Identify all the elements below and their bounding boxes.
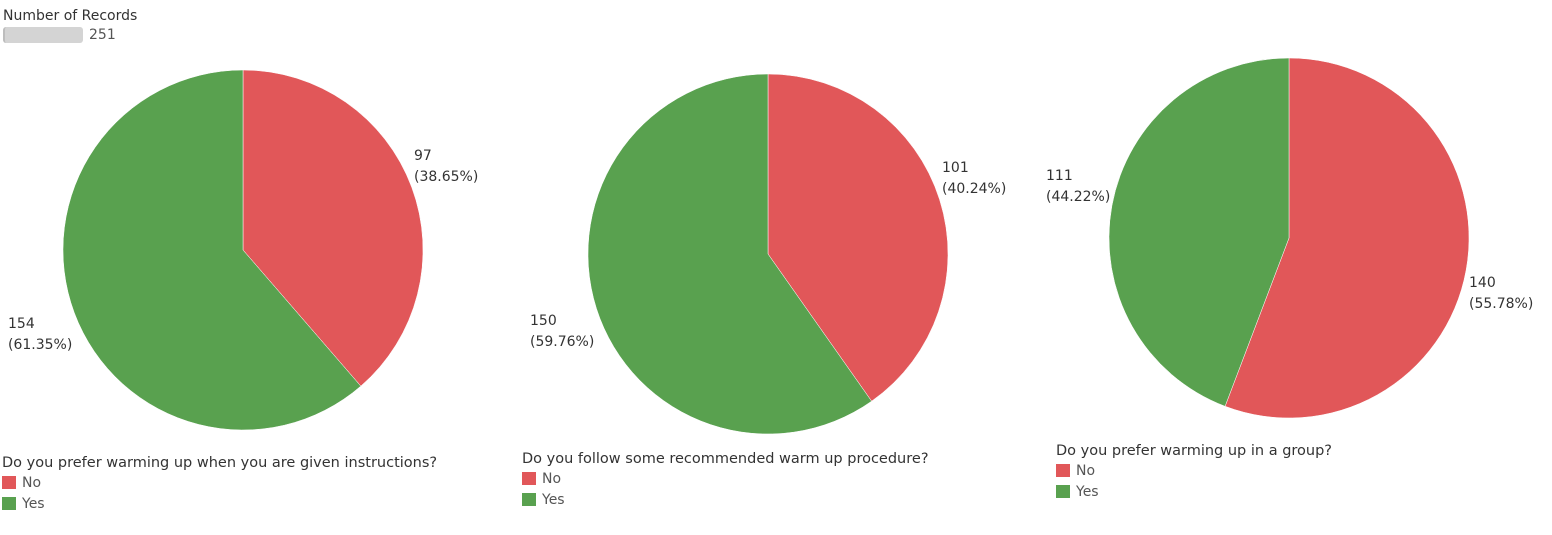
pie-slice-no[interactable] [242, 69, 424, 387]
pie-slice-yes[interactable] [587, 73, 872, 435]
legend-title: Do you prefer warming up when you are gi… [2, 455, 438, 471]
slice-value-label-no: 140 [1469, 275, 1496, 291]
pie-chart-2: 101 (40.24%) 150 (59.76%) [530, 73, 1006, 435]
slice-percent-label-yes: (44.22%) [1046, 189, 1110, 205]
slice-value-label-yes: 154 [8, 316, 35, 332]
slice-value-label-no: 97 [414, 148, 432, 164]
color-legend-2: Do you follow some recommended warm up p… [522, 450, 929, 510]
legend-label-no: No [1076, 462, 1096, 479]
legend-swatch-yes [522, 493, 536, 506]
size-legend-row: 251 [3, 27, 137, 43]
legend-swatch-yes [1056, 485, 1070, 498]
legend-label-yes: Yes [542, 491, 565, 508]
pie-slice-no[interactable] [1224, 57, 1470, 419]
size-legend-title: Number of Records [3, 8, 138, 24]
slice-value-label-no: 101 [942, 160, 969, 176]
legend-item-yes[interactable]: Yes [2, 493, 437, 514]
legend-label-no: No [542, 470, 562, 487]
color-legend-3: Do you prefer warming up in a group? No Ye… [1056, 442, 1332, 502]
size-legend-value: 251 [89, 27, 116, 43]
pie-slice-no[interactable] [767, 73, 949, 402]
legend-item-yes[interactable]: Yes [1056, 481, 1332, 502]
size-legend: Number of Records 251 [3, 7, 137, 43]
slice-percent-label-no: (40.24%) [942, 181, 1006, 197]
pie-slice-yes[interactable] [62, 69, 362, 431]
slice-value-label-yes: 150 [530, 313, 557, 329]
legend-swatch-no [522, 472, 536, 485]
legend-item-yes[interactable]: Yes [522, 489, 929, 510]
legend-swatch-yes [2, 497, 16, 510]
legend-title: Do you follow some recommended warm up p… [522, 451, 929, 467]
legend-label-yes: Yes [22, 495, 45, 512]
legend-item-no[interactable]: No [1056, 460, 1332, 481]
slice-percent-label-no: (55.78%) [1469, 296, 1533, 312]
legend-swatch-no [2, 476, 16, 489]
pie-chart-1: 97 (38.65%) 154 (61.35%) [8, 69, 478, 431]
slice-percent-label-no: (38.65%) [414, 169, 478, 185]
legend-title: Do you prefer warming up in a group? [1056, 443, 1333, 459]
legend-swatch-no [1056, 464, 1070, 477]
legend-label-no: No [22, 474, 42, 491]
legend-item-no[interactable]: No [522, 468, 929, 489]
size-legend-bar [3, 27, 83, 43]
legend-item-no[interactable]: No [2, 472, 437, 493]
slice-value-label-yes: 111 [1046, 168, 1073, 184]
pie-slice-yes[interactable] [1108, 57, 1290, 407]
pie-chart-3: 140 (55.78%) 111 (44.22%) [1046, 57, 1533, 419]
slice-percent-label-yes: (61.35%) [8, 337, 72, 353]
slice-percent-label-yes: (59.76%) [530, 334, 594, 350]
legend-label-yes: Yes [1076, 483, 1099, 500]
color-legend-1: Do you prefer warming up when you are gi… [2, 454, 437, 514]
